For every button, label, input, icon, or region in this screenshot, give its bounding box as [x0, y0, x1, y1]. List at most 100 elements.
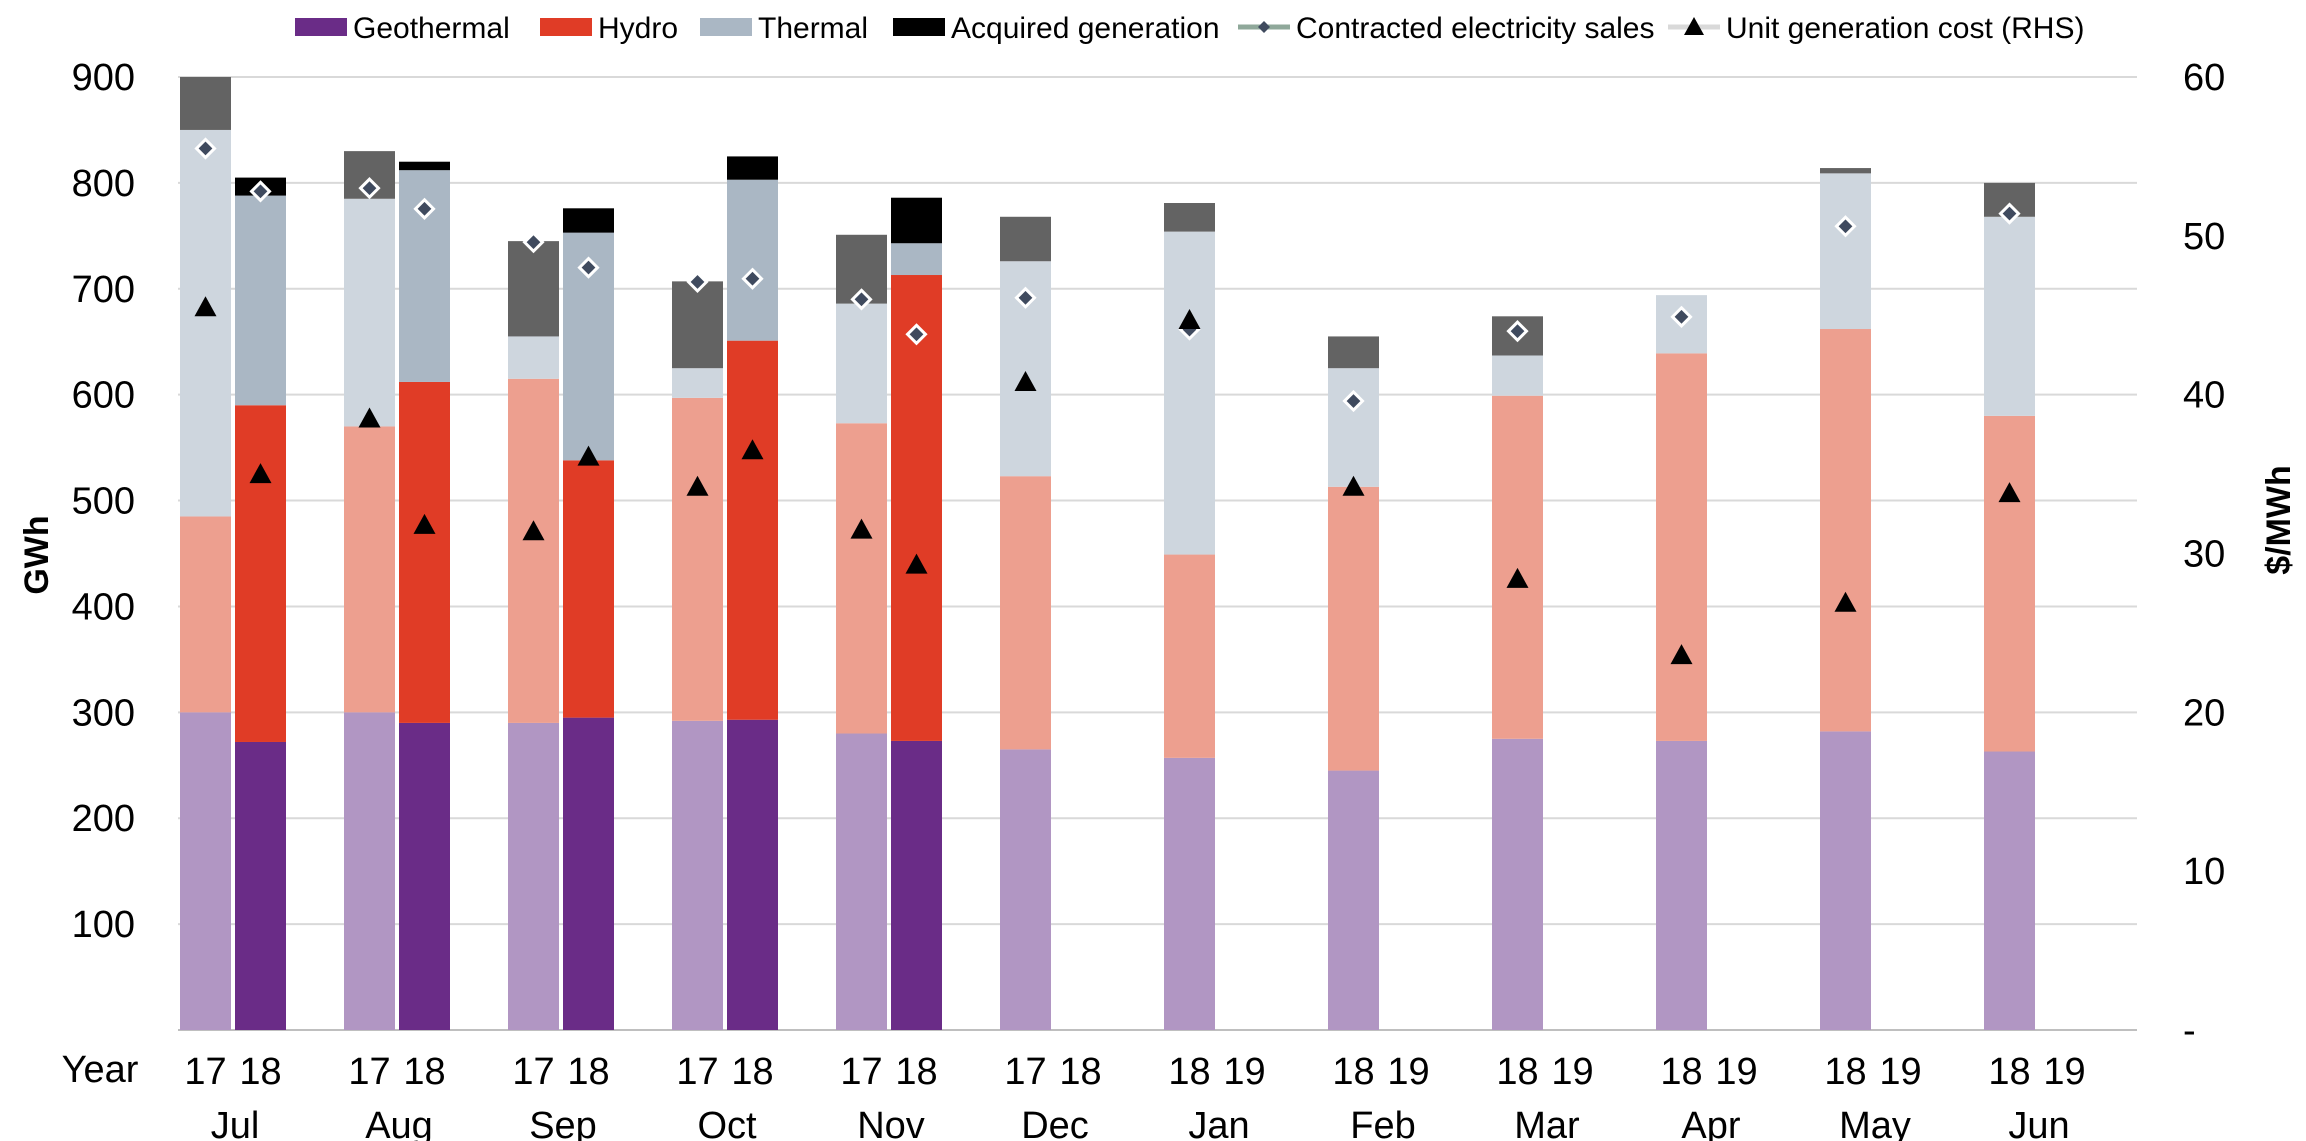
marker-series — [194, 137, 2021, 665]
y-axis-title: GWh — [18, 515, 56, 594]
x-tick-year-label: 19 — [1715, 1051, 1757, 1093]
legend-label: Acquired generation — [951, 12, 1220, 45]
gridlines — [178, 76, 2137, 1031]
bar-geothermal-jan-18 — [1164, 757, 1215, 1030]
marker-contracted-aug-18 — [413, 197, 436, 220]
bar-geothermal-feb-18 — [1328, 770, 1379, 1030]
marker-cost-aug-18 — [413, 513, 436, 534]
x-tick-year-label: 18 — [895, 1051, 937, 1093]
legend-item: Hydro — [540, 12, 678, 45]
x-tick-month-label: Nov — [857, 1105, 925, 1141]
marker-cost-may-18 — [1834, 591, 1857, 612]
legend-swatch — [700, 18, 752, 36]
y-tick-label: 700 — [72, 269, 135, 311]
legend-item: Thermal — [700, 12, 868, 45]
x-tick-year-label: 18 — [731, 1051, 773, 1093]
bar-geothermal-may-18 — [1820, 731, 1871, 1030]
marker-contracted-jul-17 — [194, 137, 217, 160]
x-tick-month-label: Aug — [365, 1105, 433, 1141]
legend-label: Thermal — [758, 12, 868, 45]
bar-geothermal-mar-18 — [1492, 738, 1543, 1030]
legend: Geothermal Hydro Thermal Acquired generatio… — [295, 12, 2084, 45]
y-tick-label: 500 — [72, 481, 135, 523]
marker-contracted-feb-18 — [1342, 389, 1365, 413]
marker-cost-jul-18 — [249, 463, 272, 484]
bar-hydro-dec-17 — [1000, 476, 1051, 750]
marker-cost-jan-18 — [1178, 309, 1201, 330]
bar-geothermal-aug-18 — [399, 722, 450, 1030]
legend-item: Acquired generation — [893, 12, 1220, 45]
bar-hydro-oct-18 — [727, 340, 778, 720]
legend-diamond-marker — [1258, 21, 1270, 33]
x-tick-year-label: 18 — [403, 1051, 445, 1093]
y2-tick-label: 50 — [2183, 216, 2225, 258]
bar-thermal-jan-18 — [1164, 231, 1215, 555]
bar-hydro-jan-18 — [1164, 554, 1215, 758]
x-tick-year-label: 19 — [1387, 1051, 1429, 1093]
y-tick-label: 300 — [72, 692, 135, 734]
marker-contracted-sep-18 — [577, 256, 600, 279]
bar-thermal-jul-18 — [235, 195, 286, 406]
y2-axis-title: $/MWh — [2260, 465, 2298, 575]
x-tick-year-label: 18 — [1059, 1051, 1101, 1093]
marker-cost-nov-18 — [905, 553, 928, 574]
bar-acquired-oct-18 — [727, 156, 778, 180]
bar-geothermal-apr-18 — [1656, 740, 1707, 1030]
x-tick-year-label: 17 — [840, 1051, 882, 1093]
bar-hydro-feb-18 — [1328, 486, 1379, 771]
legend-triangle-marker — [1684, 17, 1704, 35]
marker-contracted-mar-18 — [1506, 320, 1529, 343]
marker-contracted-may-18 — [1834, 215, 1857, 238]
y2-tick-label: 40 — [2183, 375, 2225, 417]
x-tick-year-label: 18 — [567, 1051, 609, 1093]
bar-geothermal-oct-18 — [727, 719, 778, 1030]
legend-item: Contracted electricity sales — [1238, 12, 1654, 45]
marker-contracted-jul-18 — [249, 180, 272, 203]
marker-cost-mar-18 — [1506, 567, 1529, 588]
y2-tick-label: 60 — [2183, 57, 2225, 99]
bar-geothermal-nov-17 — [836, 733, 887, 1030]
legend-swatch — [893, 18, 945, 36]
marker-cost-aug-17 — [358, 407, 381, 428]
bar-thermal-feb-18 — [1328, 368, 1379, 487]
x-tick-year-label: 18 — [1332, 1051, 1374, 1093]
marker-cost-oct-17 — [686, 475, 709, 496]
x-tick-year-label: 17 — [1004, 1051, 1046, 1093]
x-tick-month-label: May — [1839, 1105, 1911, 1141]
bar-thermal-sep-17 — [508, 336, 559, 379]
bar-geothermal-nov-18 — [891, 740, 942, 1030]
bar-thermal-jun-18 — [1984, 216, 2035, 416]
x-tick-year-label: 18 — [1496, 1051, 1538, 1093]
x-tick-month-label: Mar — [1514, 1105, 1580, 1141]
x-tick-year-label: 19 — [1551, 1051, 1593, 1093]
bar-acquired-aug-18 — [399, 161, 450, 171]
bar-thermal-oct-17 — [672, 368, 723, 398]
x-tick-month-label: Jan — [1188, 1105, 1249, 1141]
x-tick-year-label: 18 — [239, 1051, 281, 1093]
marker-contracted-oct-18 — [741, 267, 764, 290]
x-axis-year-prefix: Year — [62, 1049, 139, 1091]
bar-geothermal-oct-17 — [672, 720, 723, 1030]
x-tick-year-label: 18 — [1824, 1051, 1866, 1093]
x-axis: Year 17 18 17 18 17 18 17 18 17 18 17 18 18 19 18 19 18 1… — [62, 1049, 2086, 1141]
bar-thermal-jul-17 — [180, 129, 231, 517]
marker-cost-jul-17 — [194, 296, 217, 317]
marker-cost-sep-17 — [522, 520, 545, 541]
marker-cost-sep-18 — [577, 445, 600, 466]
legend-label: Hydro — [598, 12, 678, 45]
bar-hydro-apr-18 — [1656, 353, 1707, 741]
bar-geothermal-aug-17 — [344, 712, 395, 1030]
bar-hydro-oct-17 — [672, 397, 723, 721]
y-axis-left: 100 200 300 400 500 600 700 800 900 — [72, 57, 135, 946]
legend-item: Geothermal — [295, 12, 510, 45]
marker-cost-apr-18 — [1670, 644, 1693, 665]
bar-hydro-aug-18 — [399, 381, 450, 723]
marker-contracted-nov-18 — [905, 323, 928, 346]
marker-contracted-oct-17 — [686, 270, 709, 294]
bar-hydro-jul-17 — [180, 516, 231, 713]
y2-tick-label: 20 — [2183, 692, 2225, 734]
x-tick-month-label: Apr — [1681, 1105, 1740, 1141]
bar-thermal-oct-18 — [727, 179, 778, 341]
y-tick-label: 900 — [72, 57, 135, 99]
bar-series — [180, 77, 2035, 1030]
